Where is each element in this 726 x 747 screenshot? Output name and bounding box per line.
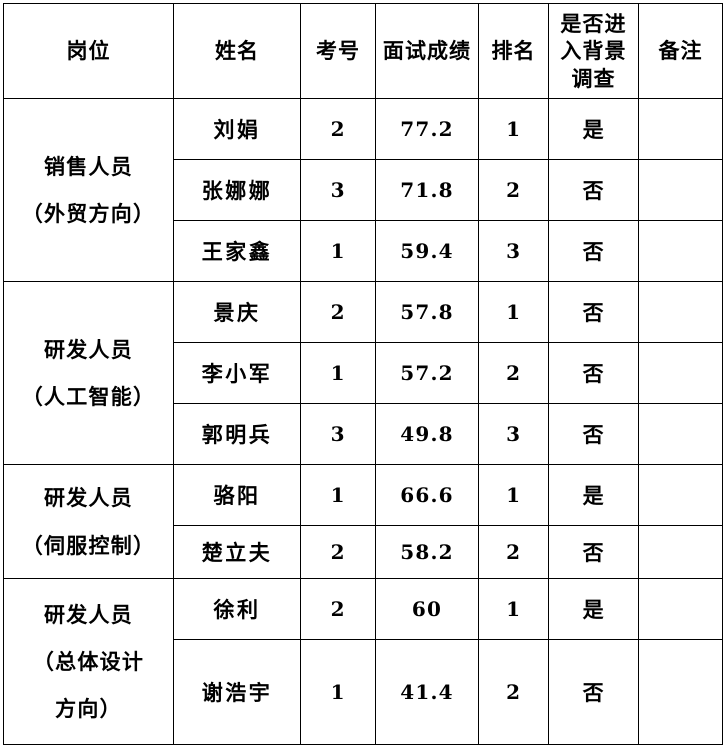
cell-exam-no: 1 [300, 342, 376, 404]
post-line: （外贸方向） [21, 201, 156, 226]
table-row: 郭明兵 3 49.8 3 否 [4, 403, 723, 465]
cell-background: 否 [548, 220, 639, 282]
table-row: 研发人员 （人工智能） 景庆 2 57.8 1 否 [3, 281, 723, 465]
cell-exam-no: 2 [300, 98, 376, 160]
table-row: 研发人员 （伺服控制） 骆阳 1 66.6 1 是 [3, 464, 723, 579]
cell-remark [638, 464, 723, 526]
cell-background: 否 [548, 403, 639, 465]
cell-name: 谢浩宇 [173, 639, 301, 745]
cell-background: 是 [548, 98, 639, 160]
cell-name: 王家鑫 [173, 220, 301, 282]
cell-remark [638, 159, 723, 221]
cell-name: 刘娟 [173, 98, 301, 160]
cell-exam-no: 3 [300, 159, 376, 221]
cell-exam-no: 1 [300, 639, 376, 745]
column-header-name: 姓名 [173, 3, 301, 99]
table-body: 销售人员 （外贸方向） 刘娟 2 77.2 1 是 张娜娜 3 71.8 2 否… [3, 98, 723, 745]
cell-background: 否 [548, 342, 639, 404]
post-line: （伺服控制） [21, 532, 156, 558]
cell-rank: 1 [478, 464, 549, 526]
cell-remark [638, 525, 723, 579]
post-cell-group-1: 研发人员 （人工智能） [3, 281, 174, 465]
cell-score: 58.2 [375, 525, 479, 579]
cell-exam-no: 3 [300, 403, 376, 465]
table-row: 销售人员 （外贸方向） 刘娟 2 77.2 1 是 [3, 98, 723, 282]
background-check-line-1: 是否进 [560, 11, 627, 37]
post-line: 研发人员 [43, 336, 134, 362]
cell-score: 57.8 [375, 281, 479, 343]
table-header: 岗位 姓名 考号 面试成绩 排名 是否进 入背景 调查 备注 [3, 3, 723, 99]
cell-background: 否 [548, 159, 639, 221]
cell-exam-no: 2 [300, 578, 376, 640]
cell-name: 郭明兵 [173, 403, 301, 465]
post-cell-group-2: 研发人员 （伺服控制） [3, 464, 174, 579]
background-check-line-2: 入背景 [560, 38, 627, 64]
cell-remark [638, 342, 723, 404]
table-row: 研发人员 （总体设计 方向） 徐利 2 60 1 是 [3, 578, 723, 745]
post-line: 销售人员 [43, 153, 134, 179]
cell-score: 66.6 [375, 464, 479, 526]
cell-name: 徐利 [173, 578, 301, 640]
column-header-rank: 排名 [478, 3, 549, 99]
table-row: 李小军 1 57.2 2 否 [4, 342, 723, 404]
cell-name: 李小军 [173, 342, 301, 404]
cell-score: 57.2 [375, 342, 479, 404]
cell-rank: 3 [478, 220, 549, 282]
cell-remark [638, 578, 723, 640]
cell-name: 楚立夫 [173, 525, 301, 579]
interview-score-table: 岗位 姓名 考号 面试成绩 排名 是否进 入背景 调查 备注 销售人员 （外贸方… [3, 3, 723, 745]
cell-exam-no: 1 [300, 464, 376, 526]
cell-score: 59.4 [375, 220, 479, 282]
post-line: 研发人员 [43, 485, 134, 511]
cell-background: 否 [548, 639, 639, 745]
table-row: 张娜娜 3 71.8 2 否 [4, 159, 723, 221]
column-header-exam-no: 考号 [300, 3, 376, 99]
cell-score: 60 [375, 578, 479, 640]
cell-background: 否 [548, 281, 639, 343]
cell-name: 张娜娜 [173, 159, 301, 221]
column-header-remark: 备注 [638, 3, 723, 99]
column-header-post: 岗位 [3, 3, 174, 99]
column-header-interview-score: 面试成绩 [375, 3, 479, 99]
cell-rank: 2 [478, 525, 549, 579]
cell-exam-no: 2 [300, 281, 376, 343]
cell-background: 是 [548, 578, 639, 640]
cell-remark [638, 220, 723, 282]
cell-rank: 2 [478, 342, 549, 404]
cell-background: 是 [548, 464, 639, 526]
cell-score: 71.8 [375, 159, 479, 221]
post-cell-group-0: 销售人员 （外贸方向） [3, 98, 174, 282]
cell-score: 49.8 [375, 403, 479, 465]
cell-rank: 2 [478, 159, 549, 221]
table-row: 谢浩宇 1 41.4 2 否 [4, 639, 723, 745]
cell-remark [638, 281, 723, 343]
post-cell-group-3: 研发人员 （总体设计 方向） [3, 578, 174, 745]
header-row: 岗位 姓名 考号 面试成绩 排名 是否进 入背景 调查 备注 [3, 3, 723, 99]
cell-rank: 3 [478, 403, 549, 465]
table-row: 楚立夫 2 58.2 2 否 [4, 525, 723, 579]
cell-name: 景庆 [173, 281, 301, 343]
column-header-background-check: 是否进 入背景 调查 [548, 3, 639, 99]
cell-exam-no: 1 [300, 220, 376, 282]
cell-remark [638, 98, 723, 160]
cell-exam-no: 2 [300, 525, 376, 579]
post-line: （人工智能） [21, 384, 156, 409]
post-line: 研发人员 [43, 601, 134, 627]
cell-remark [638, 403, 723, 465]
cell-rank: 1 [478, 281, 549, 343]
cell-rank: 2 [478, 639, 549, 745]
background-check-line-3: 调查 [571, 65, 616, 91]
post-line: 方向） [55, 696, 122, 722]
cell-remark [638, 639, 723, 745]
post-line: （总体设计 [32, 648, 145, 674]
table-row: 王家鑫 1 59.4 3 否 [4, 220, 723, 282]
cell-rank: 1 [478, 578, 549, 640]
cell-score: 77.2 [375, 98, 479, 160]
cell-background: 否 [548, 525, 639, 579]
cell-name: 骆阳 [173, 464, 301, 526]
cell-score: 41.4 [375, 639, 479, 745]
cell-rank: 1 [478, 98, 549, 160]
